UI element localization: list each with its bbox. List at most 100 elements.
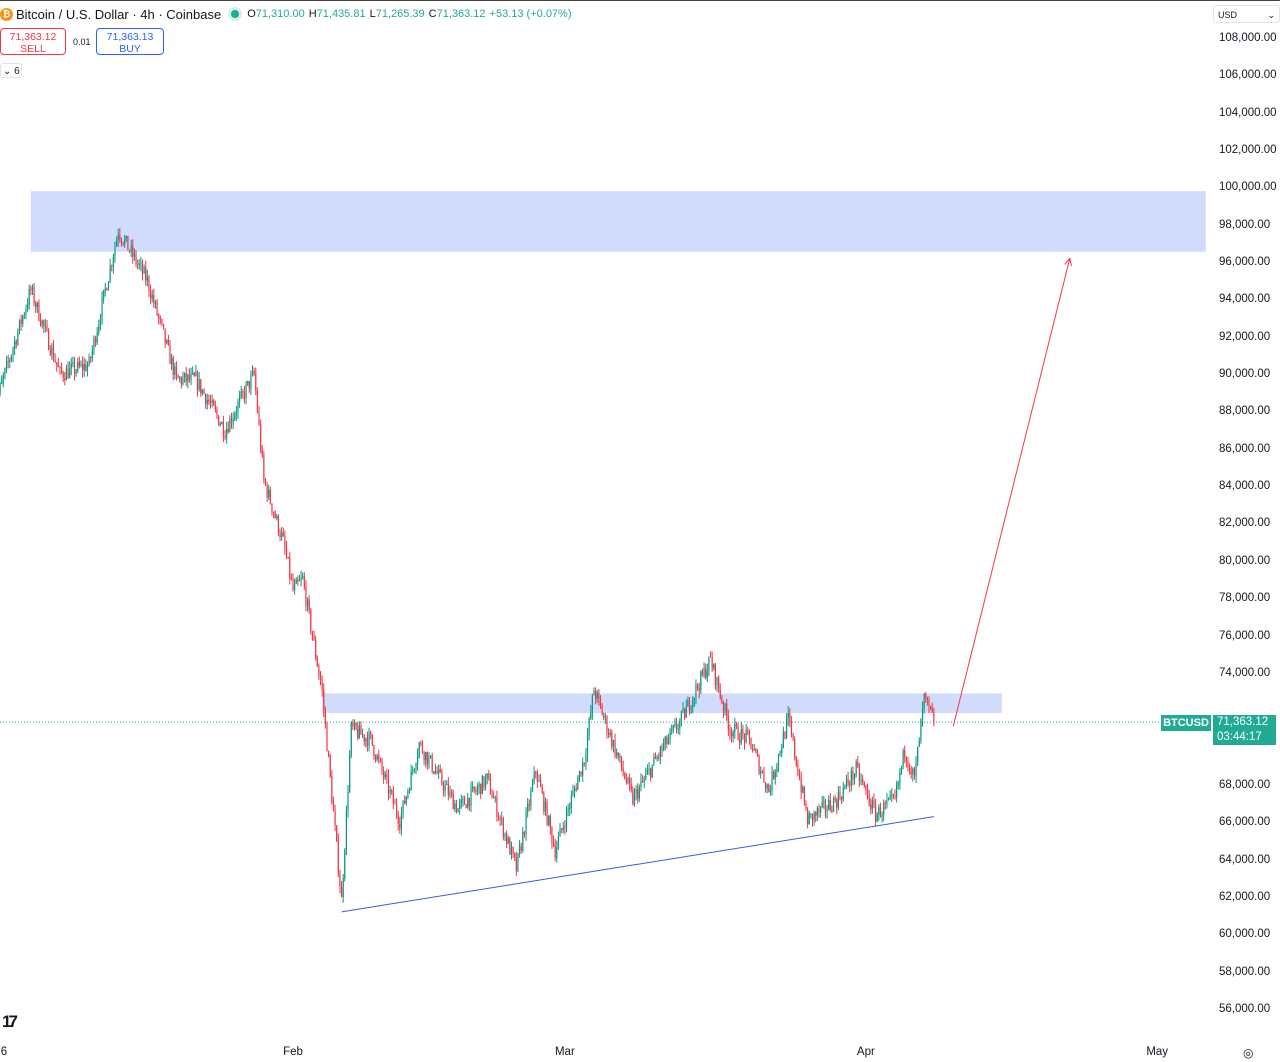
candle-body (119, 234, 121, 239)
candle-body (60, 367, 63, 373)
candle-body (740, 729, 742, 743)
market-open-icon (231, 10, 240, 18)
candle-body (776, 765, 778, 772)
candle-body (247, 381, 249, 385)
candle-body (135, 253, 137, 264)
candle-body (306, 599, 309, 607)
candle-body (761, 771, 763, 773)
candle-body (871, 800, 873, 810)
candle-body (709, 656, 712, 658)
candle-body (279, 533, 281, 537)
candle-body (18, 319, 21, 332)
candle-body (651, 764, 653, 778)
tradingview-logo[interactable]: 17 (2, 1012, 18, 1031)
candle-body (452, 793, 454, 810)
candle-body (575, 788, 577, 790)
candle-body (747, 730, 749, 732)
candle-body (557, 836, 560, 848)
candle-body (601, 705, 603, 716)
candle-body (298, 580, 301, 582)
buy-button[interactable]: 71,363.13 BUY (96, 28, 164, 55)
candle-body (48, 329, 50, 350)
candle-body (917, 746, 919, 762)
candle-body (564, 827, 566, 829)
x-tick-label: Mar (554, 1046, 575, 1058)
candle-body (925, 693, 927, 697)
candle-body (792, 734, 794, 739)
candle-body (114, 246, 116, 258)
candle-body (688, 700, 691, 711)
candle-body (274, 513, 276, 519)
candle-body (552, 842, 555, 846)
candle-body (546, 801, 548, 825)
candle-body (565, 810, 568, 828)
candle-body (436, 770, 438, 774)
candle-body (137, 263, 139, 265)
candle-body (169, 344, 171, 365)
open-label: O (247, 8, 256, 20)
candle-body (632, 789, 634, 804)
candle-body (480, 783, 482, 795)
candle-body (849, 784, 851, 786)
candle-body (198, 379, 200, 390)
sell-button[interactable]: 71,363.12 SELL (0, 28, 66, 55)
candle-body (195, 372, 197, 377)
candle-body (263, 455, 265, 479)
candle-body (779, 752, 781, 755)
candle-body (886, 800, 888, 805)
candle-body (569, 807, 571, 810)
candle-body (915, 761, 917, 776)
candle-body (201, 389, 203, 394)
candle-body (548, 815, 550, 825)
candle-body (72, 362, 74, 365)
candle-body (641, 780, 644, 782)
candle-body (781, 748, 783, 753)
candle-body (734, 724, 736, 733)
candle-body (828, 800, 830, 810)
candle-body (371, 734, 373, 746)
candle-body (404, 800, 406, 804)
indicators-toggle[interactable]: ⌄ 6 (0, 63, 22, 78)
candle-body (773, 771, 775, 779)
candle-body (635, 789, 637, 793)
ohlc-open: O71,310.00 (247, 8, 305, 20)
candle-body (857, 761, 859, 767)
candle-body (855, 761, 857, 775)
settings-icon[interactable]: ◎ (1243, 1046, 1254, 1060)
candle-body (530, 790, 532, 806)
symbol-title[interactable]: Bitcoin / U.S. Dollar · 4h · Coinbase (16, 6, 222, 22)
candle-body (98, 324, 100, 333)
candle-body (389, 790, 391, 794)
candle-body (337, 840, 339, 874)
candle-body (598, 692, 600, 699)
candle-body (502, 818, 504, 837)
candle-body (662, 744, 665, 751)
candle-body (706, 670, 708, 678)
candle-body (531, 783, 534, 791)
candle-body (311, 631, 314, 637)
candle-body (841, 797, 843, 800)
candle-body (588, 718, 590, 736)
candle-body (544, 801, 547, 812)
candle-body (630, 784, 632, 790)
candle-body (339, 873, 341, 888)
candle-body (238, 396, 241, 403)
y-tick-label: 80,000.00 (1219, 554, 1271, 567)
candle-body (816, 808, 818, 816)
candle-body (525, 812, 527, 835)
candle-body (240, 391, 242, 397)
candle-body (785, 718, 788, 738)
candle-body (455, 803, 458, 813)
candle-body (813, 812, 815, 821)
y-tick-label: 108,000.00 (1219, 32, 1277, 44)
candle-body (292, 578, 294, 591)
candle-body (460, 799, 462, 803)
candle-body (104, 288, 106, 290)
candle-body (614, 740, 616, 756)
candle-body (417, 755, 419, 765)
candle-body (591, 695, 593, 713)
candle-body (493, 797, 495, 799)
candle-body (509, 838, 511, 855)
candle-body (680, 711, 682, 721)
